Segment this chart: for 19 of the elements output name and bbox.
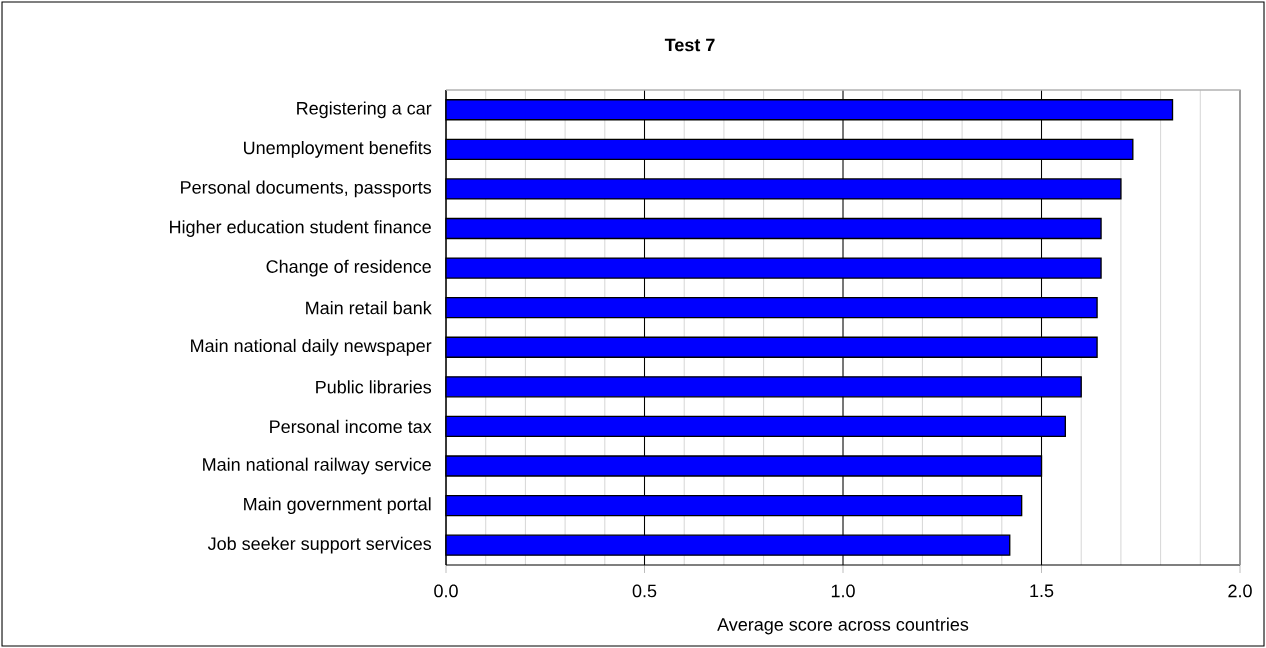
y-tick-label: Change of residence [266,259,431,277]
y-tick-label: Personal income tax [270,419,432,434]
y-tick-label: Higher education student finance [170,220,431,237]
x-axis-title: Average score across countries [717,617,969,635]
y-tick-label: Main retail bank [306,301,432,315]
x-tick-label: 2.0 [1228,584,1252,598]
y-tick-label: Registering a car [297,101,432,119]
y-tick-label: Job seeker support services [207,536,432,554]
x-tick-label: 1.5 [1030,584,1054,598]
y-tick-label: Personal documents, passports [181,180,432,198]
y-tick-label: Main government portal [244,497,431,515]
x-tick-label: 1.0 [831,584,855,598]
x-tick-label: 0.5 [632,584,657,598]
y-tick-label: Public libraries [316,380,432,394]
x-tick-label: 0.0 [434,584,458,598]
y-tick-label: Main national railway service [203,457,431,475]
y-tick-label: Main national daily newspaper [191,338,432,356]
chart-title: Test 7 [664,38,715,52]
y-tick-label: Unemployment benefits [244,140,432,158]
